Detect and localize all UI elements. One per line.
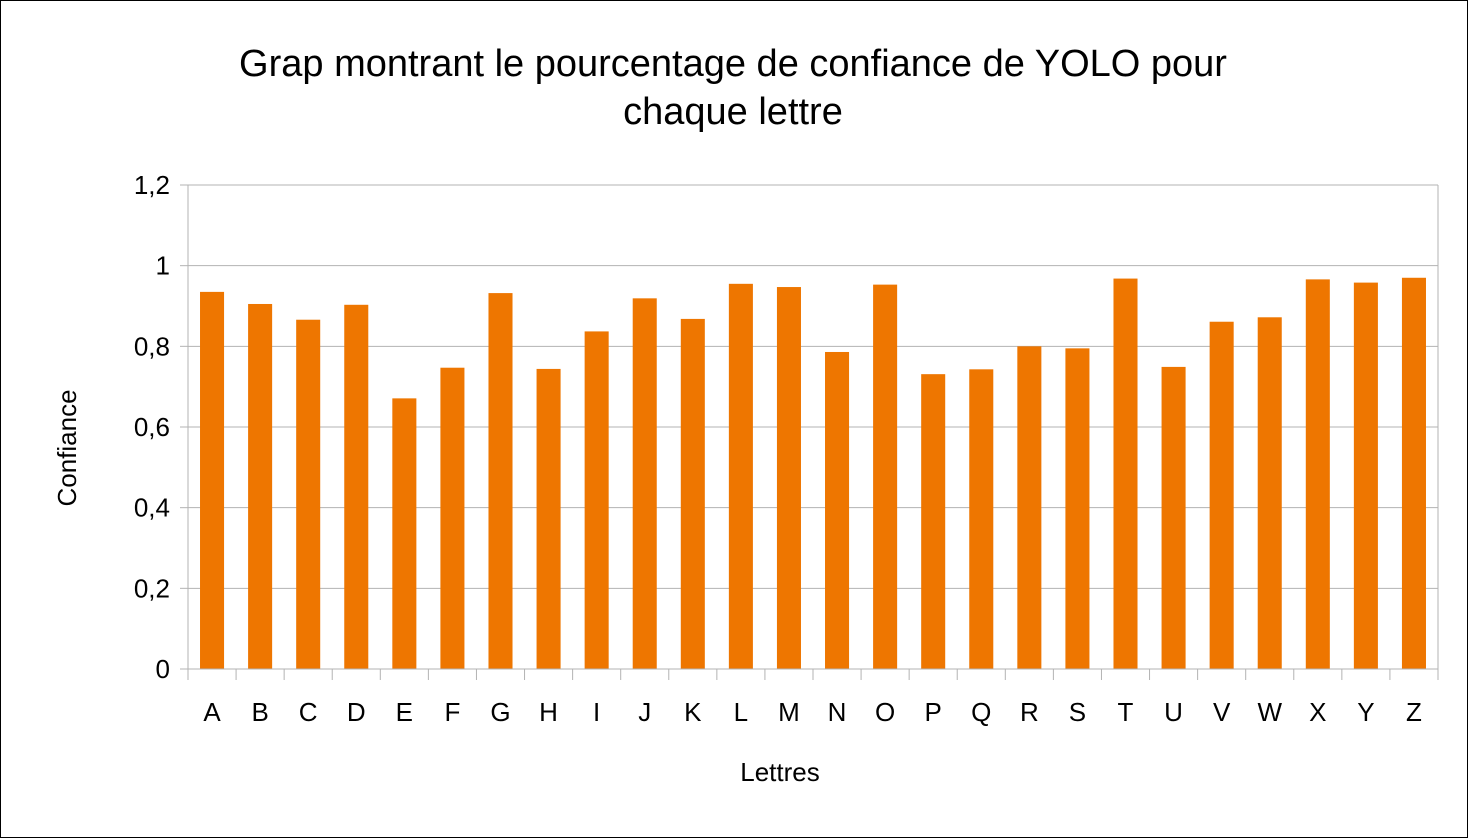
bar-x [1305, 279, 1330, 669]
x-tick-label: C [299, 697, 318, 727]
bar-l [728, 283, 753, 669]
bar-w [1257, 317, 1282, 669]
bar-h [536, 368, 561, 669]
bar-s [1065, 348, 1090, 669]
x-tick-label: N [828, 697, 847, 727]
x-tick-label: V [1213, 697, 1231, 727]
x-tick-label: U [1164, 697, 1183, 727]
grid-lines [188, 184, 1439, 669]
x-tick-label: E [396, 697, 413, 727]
bar-q [969, 369, 994, 669]
y-tick-label: 0 [156, 654, 170, 684]
x-tick-label: Q [971, 697, 991, 727]
y-axis-label: Confiance [52, 389, 82, 506]
bar-t [1113, 278, 1138, 669]
x-tick-label: L [734, 697, 748, 727]
x-tick-label: M [778, 697, 800, 727]
x-tick-label: I [593, 697, 600, 727]
x-tick-label: R [1020, 697, 1039, 727]
chart-title-line-1: Grap montrant le pourcentage de confianc… [239, 43, 1227, 85]
bar-j [632, 298, 657, 669]
bar-r [1017, 346, 1042, 669]
bar-d [344, 304, 369, 669]
x-tick-label: O [875, 697, 895, 727]
bar-c [296, 319, 321, 669]
x-axis-label: Lettres [740, 757, 820, 787]
x-tick-label: Z [1406, 697, 1422, 727]
bar-n [825, 351, 850, 669]
x-tick-label: F [444, 697, 460, 727]
x-tick-label: A [203, 697, 221, 727]
y-tick-label: 1,2 [134, 170, 170, 200]
y-tick-label: 0,6 [134, 412, 170, 442]
chart-title-line-2: chaque lettre [623, 91, 843, 133]
chart-title: Grap montrant le pourcentage de confianc… [0, 40, 1466, 136]
tick-labels: 0 0,2 0,4 0,6 0,8 1 1,2 A B C D E F G H I J K L M N O P Q R S T U V W… [134, 170, 1422, 727]
x-tick-label: K [684, 697, 702, 727]
bar-p [921, 374, 946, 669]
bar-i [584, 331, 609, 669]
bar-g [488, 293, 513, 669]
x-tick-label: T [1118, 697, 1134, 727]
x-tick-label: J [638, 697, 651, 727]
bar-f [440, 367, 465, 669]
bar-y [1353, 282, 1378, 669]
bar-o [873, 284, 898, 669]
x-tick-label: X [1309, 697, 1326, 727]
y-tick-label: 1 [156, 251, 170, 281]
bar-b [248, 303, 273, 669]
bar-u [1161, 366, 1186, 669]
axes [180, 184, 1439, 680]
x-tick-label: S [1069, 697, 1086, 727]
bar-a [200, 291, 225, 669]
x-tick-label: W [1257, 697, 1282, 727]
bar-m [776, 287, 801, 669]
x-tick-label: G [490, 697, 510, 727]
x-tick-label: Y [1357, 697, 1374, 727]
y-tick-label: 0,4 [134, 493, 170, 523]
bar-v [1209, 321, 1234, 669]
bar-e [392, 398, 417, 669]
x-tick-label: H [539, 697, 558, 727]
x-tick-label: D [347, 697, 366, 727]
x-tick-label: B [251, 697, 268, 727]
bars [200, 277, 1426, 669]
bar-k [680, 318, 705, 669]
x-tick-label: P [925, 697, 942, 727]
y-tick-label: 0,8 [134, 331, 170, 361]
y-tick-label: 0,2 [134, 573, 170, 603]
bar-z [1401, 277, 1426, 669]
